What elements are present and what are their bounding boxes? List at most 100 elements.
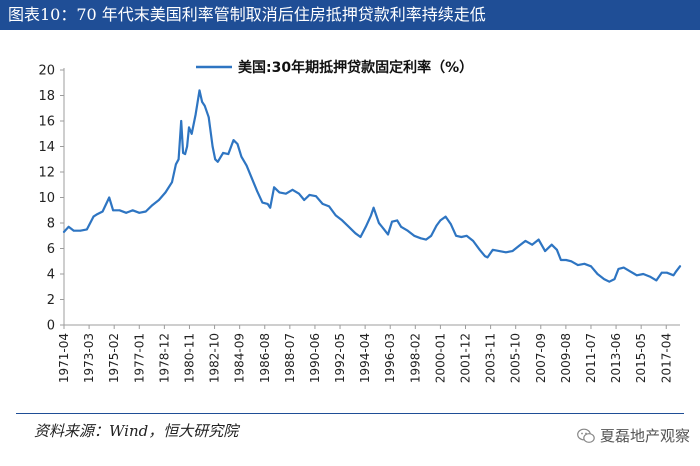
data-point: [236, 143, 239, 145]
data-point: [435, 224, 438, 227]
data-point: [86, 228, 88, 231]
x-tick-label: 1977-01: [132, 333, 146, 383]
x-tick-label: 2001-12: [459, 333, 473, 383]
data-point: [613, 278, 616, 280]
x-tick-label: 1980-11: [182, 333, 196, 383]
data-point: [79, 229, 82, 232]
data-point: [354, 232, 357, 235]
data-point: [478, 248, 481, 251]
data-point: [655, 279, 658, 282]
x-tick-label: 1996-03: [383, 333, 397, 383]
data-point: [603, 278, 605, 280]
data-point: [144, 210, 147, 213]
data-point: [203, 104, 206, 107]
data-point: [359, 236, 362, 238]
x-tick-label: 1992-05: [333, 333, 347, 383]
data-point: [383, 228, 385, 231]
data-point: [460, 236, 463, 238]
figure-title-bar: 图表10：70 年代末美国利率管制取消后住房抵押贷款利率持续走低: [0, 0, 700, 30]
axes-layer: 0 2 4 6 8 10 12 14 16 18 20 1971-04 1973-03 1975-02 19…: [38, 64, 680, 383]
data-point: [227, 153, 230, 155]
x-tick-label: 1990-06: [308, 333, 322, 383]
data-point: [364, 225, 367, 228]
data-point: [164, 191, 167, 194]
data-point: [138, 211, 141, 214]
data-point: [251, 177, 253, 180]
data-point: [491, 248, 494, 251]
data-point: [328, 205, 330, 208]
data-point: [372, 206, 375, 209]
y-tick-label: 18: [38, 89, 55, 104]
watermark: 夏磊地产观察: [577, 425, 690, 446]
data-point: [565, 259, 567, 261]
x-tick-label: 2003-11: [484, 333, 498, 383]
data-point: [298, 192, 300, 195]
data-point: [112, 209, 114, 212]
data-point: [430, 234, 433, 237]
y-tick-label: 6: [47, 242, 55, 257]
source-note: 资料来源：Wind，恒大研究院: [34, 422, 239, 440]
x-tick-label: 1986-08: [258, 333, 272, 383]
data-point: [378, 222, 380, 224]
data-point: [101, 210, 104, 213]
data-point: [303, 199, 306, 201]
data-point: [96, 213, 99, 216]
data-point: [400, 225, 402, 228]
x-tick-label: 1973-03: [82, 333, 96, 383]
y-tick-label: 4: [47, 268, 55, 283]
data-point: [118, 209, 121, 212]
footer-divider: [16, 413, 684, 414]
wechat-icon: [577, 428, 595, 443]
data-point: [245, 164, 248, 167]
data-point: [537, 238, 540, 241]
data-point: [177, 158, 180, 161]
data-point: [347, 225, 350, 228]
data-point: [125, 211, 128, 214]
data-point: [419, 237, 422, 240]
x-tick-label: 1998-02: [408, 333, 422, 383]
x-tick-label: 2000-01: [433, 333, 447, 383]
data-point: [63, 231, 65, 233]
x-tick-label: 1975-02: [107, 333, 121, 383]
data-point: [278, 191, 281, 194]
x-tick-label: 1984-09: [233, 333, 247, 383]
data-point: [635, 274, 638, 277]
data-point: [222, 152, 225, 154]
data-point: [188, 126, 190, 129]
data-point: [370, 214, 372, 217]
data-point: [583, 262, 586, 265]
data-point: [151, 204, 154, 207]
y-tick-label: 2: [47, 293, 55, 308]
data-point: [672, 274, 675, 277]
data-point: [207, 116, 210, 119]
data-point: [67, 225, 70, 228]
data-point: [660, 271, 663, 274]
x-tick-label: 2005-10: [509, 333, 523, 383]
data-point: [321, 203, 324, 205]
x-tick-label: 1994-04: [358, 333, 372, 383]
data-point: [308, 194, 311, 196]
watermark-text: 夏磊地产观察: [599, 427, 690, 445]
x-tick-label: 2017-04: [659, 333, 673, 383]
data-point: [285, 192, 287, 195]
data-point: [675, 270, 677, 273]
y-tick-label: 0: [47, 319, 55, 334]
line-chart: 0 2 4 6 8 10 12 14 16 18 20 1971-04 1973-03 1975-02 19…: [38, 59, 682, 383]
series-line-0: [62, 89, 682, 283]
data-point: [406, 229, 409, 232]
data-point: [240, 155, 243, 158]
data-point: [261, 201, 264, 204]
data-point: [498, 250, 501, 253]
data-point: [92, 215, 95, 218]
data-point: [273, 186, 275, 189]
data-point: [171, 181, 173, 184]
data-point: [544, 250, 546, 253]
data-point: [560, 259, 562, 261]
data-point: [570, 260, 573, 263]
data-point: [511, 250, 514, 253]
y-tick-label: 8: [47, 217, 55, 232]
data-point: [190, 132, 193, 135]
data-point: [214, 158, 217, 161]
legend: 美国:30年期抵押贷款固定利率（%）: [196, 59, 473, 76]
x-tick-label: 1978-12: [157, 333, 171, 383]
